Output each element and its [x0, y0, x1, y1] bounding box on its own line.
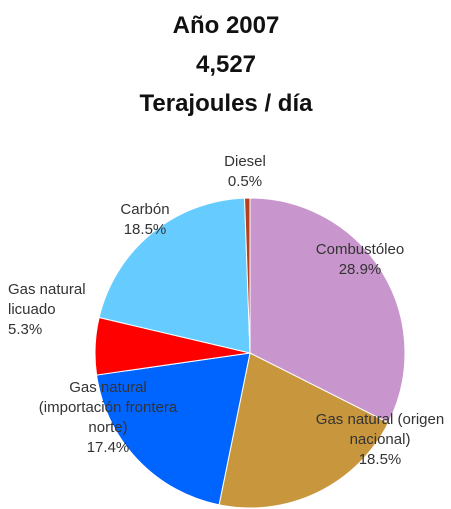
- slice-label: Gas natural licuado 5.3%: [8, 280, 108, 340]
- pie-slice: [244, 197, 251, 354]
- value-label: 5.3%: [8, 321, 43, 338]
- value-label: 28.9%: [338, 261, 382, 278]
- slice-label: Carbón 18.5%: [95, 200, 195, 240]
- slice-label: Combustóleo 28.9%: [305, 240, 415, 280]
- chart-title: Terajoules / día: [140, 90, 314, 117]
- category-label: Carbón: [120, 201, 170, 218]
- value-label: 17.4%: [86, 439, 130, 456]
- value-label: 0.5%: [227, 173, 263, 190]
- chart-title: 4,527: [196, 51, 256, 78]
- pie-slice: [249, 197, 406, 424]
- pie-slice: [98, 197, 251, 354]
- slice-label: Gas natural (origen nacional) 18.5%: [310, 410, 450, 470]
- chart-title: Año 2007: [173, 12, 280, 39]
- value-label: 18.5%: [123, 221, 167, 238]
- category-label: Gas natural (importación frontera norte): [38, 379, 178, 436]
- slice-label: Gas natural (importación frontera norte)…: [38, 378, 178, 458]
- category-label: Combustóleo: [315, 241, 405, 258]
- value-label: 18.5%: [358, 451, 402, 468]
- category-label: Gas natural licuado: [8, 281, 86, 318]
- pie-slice: [218, 352, 390, 509]
- pie-slice: [96, 352, 251, 506]
- slice-label: Diesel 0.5%: [200, 152, 290, 192]
- category-label: Gas natural (origen nacional): [315, 411, 445, 448]
- category-label: Diesel: [224, 153, 266, 170]
